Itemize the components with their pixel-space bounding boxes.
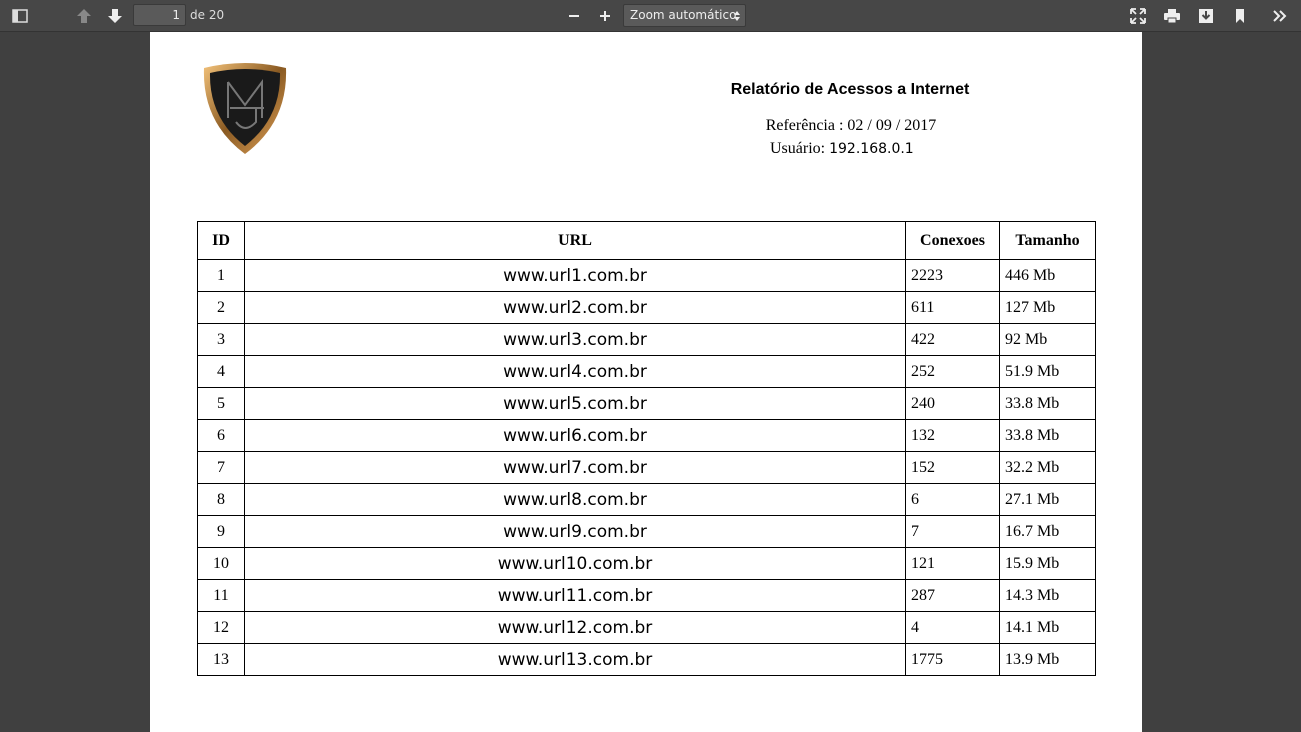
table-row: 12 www.url12.com.br 4 14.1 Mb <box>197 611 1096 644</box>
table-row: 1 www.url1.com.br 2223 446 Mb <box>197 259 1096 292</box>
zoom-select[interactable]: Zoom automático <box>623 4 746 27</box>
cell-url: www.url6.com.br <box>244 419 906 452</box>
report-title: Relatório de Acessos a Internet <box>730 81 970 98</box>
cell-id: 11 <box>197 579 245 612</box>
toolbar: 1 de 20 Zoom automático <box>0 0 1301 32</box>
cell-size: 14.1 Mb <box>999 611 1096 644</box>
cell-num: 252 <box>905 355 1000 388</box>
cell-url: www.url10.com.br <box>244 547 906 580</box>
cell-id: 13 <box>197 643 245 676</box>
cell-id: 7 <box>197 451 245 484</box>
table-row: 6 www.url6.com.br 132 33.8 Mb <box>197 419 1096 452</box>
table-row: 2 www.url2.com.br 611 127 Mb <box>197 291 1096 324</box>
download[interactable] <box>1194 4 1218 28</box>
page-count: de 20 <box>190 8 225 22</box>
cell-size: 13.9 Mb <box>999 643 1096 676</box>
next-page[interactable] <box>103 4 127 28</box>
zoom-out[interactable] <box>562 4 586 28</box>
header-row: ID URL Conexoes Tamanho <box>197 221 1096 260</box>
cell-url: www.url1.com.br <box>244 259 906 292</box>
cell-id: 3 <box>197 323 245 356</box>
cell-size: 51.9 Mb <box>999 355 1096 388</box>
column-header: Conexoes <box>905 221 1000 260</box>
cell-id: 1 <box>197 259 245 292</box>
cell-size: 92 Mb <box>999 323 1096 356</box>
cell-num: 1775 <box>905 643 1000 676</box>
cell-num: 2223 <box>905 259 1000 292</box>
cell-url: www.url9.com.br <box>244 515 906 548</box>
cell-id: 6 <box>197 419 245 452</box>
cell-num: 7 <box>905 515 1000 548</box>
cell-url: www.url12.com.br <box>244 611 906 644</box>
cell-size: 15.9 Mb <box>999 547 1096 580</box>
table-row: 11 www.url11.com.br 287 14.3 Mb <box>197 579 1096 612</box>
cell-size: 14.3 Mb <box>999 579 1096 612</box>
cell-url: www.url2.com.br <box>244 291 906 324</box>
cell-size: 32.2 Mb <box>999 451 1096 484</box>
cell-id: 5 <box>197 387 245 420</box>
cell-num: 422 <box>905 323 1000 356</box>
table-row: 3 www.url3.com.br 422 92 Mb <box>197 323 1096 356</box>
cell-url: www.url13.com.br <box>244 643 906 676</box>
cell-size: 446 Mb <box>999 259 1096 292</box>
table-row: 5 www.url5.com.br 240 33.8 Mb <box>197 387 1096 420</box>
print[interactable] <box>1160 4 1184 28</box>
cell-size: 127 Mb <box>999 291 1096 324</box>
cell-id: 8 <box>197 483 245 516</box>
presentation-mode[interactable] <box>1126 4 1150 28</box>
document-page: Relatório de Acessos a Internet Referênc… <box>150 32 1142 732</box>
user-label: Usuário: <box>770 140 826 157</box>
table-row: 13 www.url13.com.br 1775 13.9 Mb <box>197 643 1096 676</box>
table-row: 8 www.url8.com.br 6 27.1 Mb <box>197 483 1096 516</box>
bookmark[interactable] <box>1228 4 1252 28</box>
cell-num: 4 <box>905 611 1000 644</box>
table-row: 9 www.url9.com.br 7 16.7 Mb <box>197 515 1096 548</box>
cell-size: 16.7 Mb <box>999 515 1096 548</box>
cell-url: www.url7.com.br <box>244 451 906 484</box>
zoom-in[interactable] <box>593 4 617 28</box>
cell-size: 27.1 Mb <box>999 483 1096 516</box>
select-arrow <box>734 11 740 21</box>
cell-id: 2 <box>197 291 245 324</box>
page-number-input[interactable]: 1 <box>133 4 186 26</box>
cell-id: 4 <box>197 355 245 388</box>
user-value: 192.168.0.1 <box>829 141 914 157</box>
cell-size: 33.8 Mb <box>999 387 1096 420</box>
cell-num: 6 <box>905 483 1000 516</box>
cell-url: www.url3.com.br <box>244 323 906 356</box>
cell-num: 240 <box>905 387 1000 420</box>
cell-url: www.url11.com.br <box>244 579 906 612</box>
reference-date: Referência : 02 / 09 / 2017 <box>765 117 937 134</box>
previous-page[interactable] <box>72 4 96 28</box>
column-header: Tamanho <box>999 221 1096 260</box>
cell-url: www.url4.com.br <box>244 355 906 388</box>
cell-num: 132 <box>905 419 1000 452</box>
cell-num: 287 <box>905 579 1000 612</box>
access-table: ID URL Conexoes Tamanho 1 www.url1.com.br 222… <box>197 221 1096 676</box>
cell-url: www.url8.com.br <box>244 483 906 516</box>
sidebar-toggle[interactable] <box>8 4 32 28</box>
cell-id: 9 <box>197 515 245 548</box>
table-row: 10 www.url10.com.br 121 15.9 Mb <box>197 547 1096 580</box>
table-body: 1 www.url1.com.br 2223 446 Mb 2 www.url2.com.… <box>197 259 1096 676</box>
tools[interactable] <box>1268 4 1292 28</box>
cell-num: 121 <box>905 547 1000 580</box>
cell-num: 152 <box>905 451 1000 484</box>
zoom-value: Zoom automático <box>630 8 737 22</box>
table-row: 4 www.url4.com.br 252 51.9 Mb <box>197 355 1096 388</box>
table-row: 7 www.url7.com.br 152 32.2 Mb <box>197 451 1096 484</box>
logo <box>203 63 287 154</box>
cell-size: 33.8 Mb <box>999 419 1096 452</box>
cell-id: 10 <box>197 547 245 580</box>
column-header: URL <box>244 221 906 260</box>
column-header: ID <box>197 221 245 260</box>
cell-url: www.url5.com.br <box>244 387 906 420</box>
cell-num: 611 <box>905 291 1000 324</box>
cell-id: 12 <box>197 611 245 644</box>
user-line: Usuário: 192.168.0.1 <box>770 140 914 158</box>
